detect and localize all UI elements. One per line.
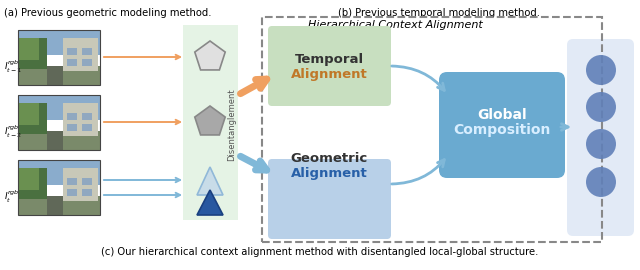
Polygon shape <box>197 167 223 195</box>
Text: $I_{t}^{rgb}$: $I_{t}^{rgb}$ <box>4 189 20 205</box>
Bar <box>183 25 238 220</box>
Bar <box>47 196 63 215</box>
Bar <box>262 17 602 242</box>
Bar <box>18 103 47 133</box>
Bar <box>18 38 38 60</box>
Text: Disentanglement: Disentanglement <box>227 89 237 161</box>
Text: Global: Global <box>477 108 527 122</box>
Bar <box>63 38 97 71</box>
Bar <box>18 95 100 120</box>
Bar <box>82 189 92 196</box>
Bar <box>18 168 47 198</box>
Bar <box>18 66 100 85</box>
Bar <box>18 38 47 69</box>
Polygon shape <box>197 190 223 215</box>
Bar <box>18 30 100 85</box>
Bar <box>63 103 97 136</box>
Bar <box>63 168 97 201</box>
Bar <box>82 59 92 66</box>
Bar <box>67 113 77 120</box>
Text: Alignment: Alignment <box>291 167 367 180</box>
Circle shape <box>586 92 616 122</box>
Bar <box>18 131 100 150</box>
Polygon shape <box>195 41 225 70</box>
Circle shape <box>586 55 616 85</box>
Text: Geometric: Geometric <box>291 152 367 165</box>
Bar <box>18 30 100 55</box>
Bar <box>67 178 77 185</box>
Text: (c) Our hierarchical context alignment method with disentangled local-global str: (c) Our hierarchical context alignment m… <box>101 247 539 257</box>
Bar <box>18 196 100 215</box>
Bar <box>82 48 92 55</box>
Bar <box>82 113 92 120</box>
Bar <box>18 95 100 150</box>
Bar <box>67 48 77 55</box>
Bar <box>82 178 92 185</box>
Text: $I_{t-1}^{rgb}$: $I_{t-1}^{rgb}$ <box>4 59 22 75</box>
Circle shape <box>586 129 616 159</box>
Text: Composition: Composition <box>453 123 550 137</box>
Text: Hierarchical Context Alignment: Hierarchical Context Alignment <box>308 20 483 30</box>
Bar <box>82 124 92 131</box>
Text: (b) Previous temporal modeling method.: (b) Previous temporal modeling method. <box>338 8 540 18</box>
Text: $I_{t-2}^{rgb}$: $I_{t-2}^{rgb}$ <box>4 124 22 140</box>
Circle shape <box>586 167 616 197</box>
Text: Alignment: Alignment <box>291 68 367 81</box>
FancyBboxPatch shape <box>268 26 391 106</box>
Bar <box>67 59 77 66</box>
Polygon shape <box>195 106 225 135</box>
Text: Temporal: Temporal <box>294 53 364 66</box>
Bar <box>18 168 38 190</box>
FancyBboxPatch shape <box>567 39 634 236</box>
Bar <box>18 160 100 185</box>
Bar <box>47 66 63 85</box>
Bar <box>47 131 63 150</box>
Bar <box>67 189 77 196</box>
Text: (a) Previous geometric modeling method.: (a) Previous geometric modeling method. <box>4 8 211 18</box>
FancyBboxPatch shape <box>439 72 565 178</box>
FancyBboxPatch shape <box>268 159 391 239</box>
Bar <box>18 103 38 125</box>
Bar <box>18 160 100 215</box>
Bar <box>67 124 77 131</box>
